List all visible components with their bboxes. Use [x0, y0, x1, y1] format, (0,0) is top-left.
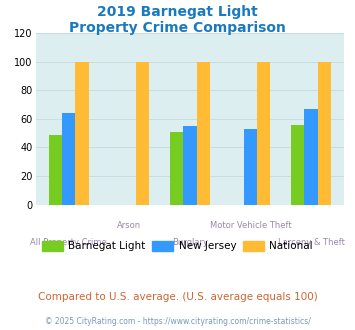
Bar	[318, 62, 331, 205]
Bar	[76, 62, 89, 205]
Bar	[62, 113, 76, 205]
Text: Property Crime Comparison: Property Crime Comparison	[69, 21, 286, 35]
Bar	[244, 129, 257, 205]
Legend: Barnegat Light, New Jersey, National: Barnegat Light, New Jersey, National	[38, 237, 317, 255]
Text: 2019 Barnegat Light: 2019 Barnegat Light	[97, 5, 258, 19]
Bar	[136, 62, 149, 205]
Text: Compared to U.S. average. (U.S. average equals 100): Compared to U.S. average. (U.S. average …	[38, 292, 317, 302]
Text: © 2025 CityRating.com - https://www.cityrating.com/crime-statistics/: © 2025 CityRating.com - https://www.city…	[45, 317, 310, 326]
Text: Motor Vehicle Theft: Motor Vehicle Theft	[210, 221, 291, 230]
Bar	[291, 124, 304, 205]
Bar	[304, 109, 318, 205]
Text: Arson: Arson	[117, 221, 141, 230]
Text: Larceny & Theft: Larceny & Theft	[278, 238, 344, 247]
Text: Burglary: Burglary	[172, 238, 208, 247]
Bar	[257, 62, 271, 205]
Bar	[183, 126, 197, 205]
Bar	[49, 135, 62, 205]
Text: All Property Crime: All Property Crime	[31, 238, 107, 247]
Bar	[197, 62, 210, 205]
Bar	[170, 132, 183, 205]
